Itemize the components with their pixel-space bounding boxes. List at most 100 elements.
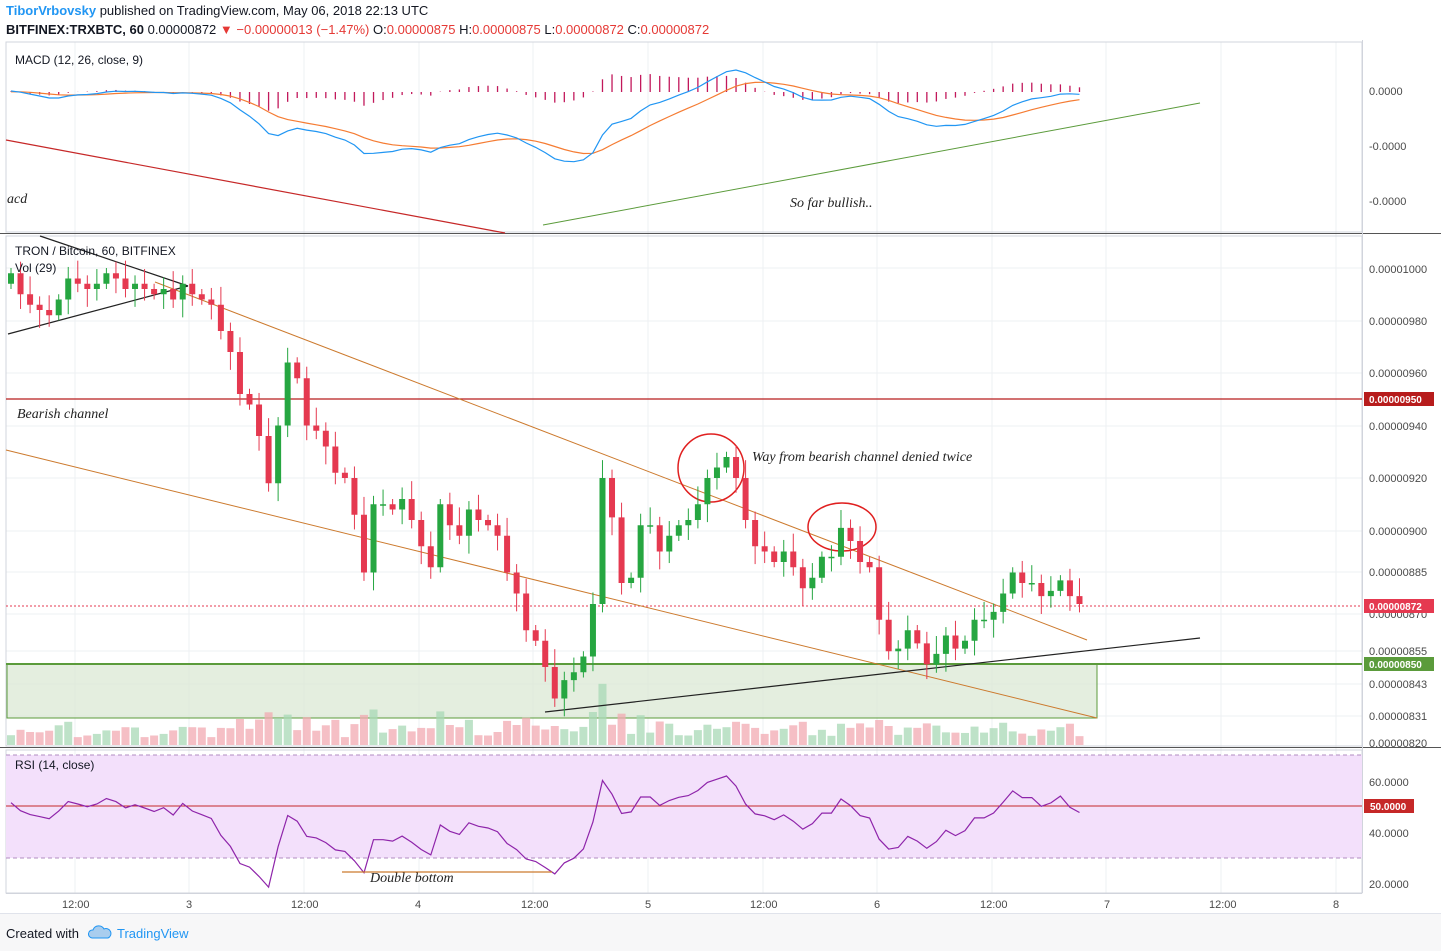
candle-body[interactable]: [485, 520, 491, 526]
candle-body[interactable]: [408, 499, 415, 520]
candle-body[interactable]: [551, 667, 558, 699]
candle-body[interactable]: [236, 352, 243, 394]
candle-body[interactable]: [685, 520, 692, 526]
candle-body[interactable]: [360, 514, 367, 573]
candle-body[interactable]: [990, 611, 997, 620]
candle-body[interactable]: [294, 362, 301, 379]
candle-body[interactable]: [1076, 596, 1083, 604]
macd-downtrend-line[interactable]: [5, 139, 506, 234]
candle-body[interactable]: [8, 273, 14, 284]
candle-body[interactable]: [446, 504, 453, 526]
candle-body[interactable]: [189, 283, 196, 295]
candle-body[interactable]: [103, 273, 110, 284]
candle-body[interactable]: [561, 680, 568, 699]
candle-body[interactable]: [351, 478, 358, 515]
candle-body[interactable]: [427, 546, 434, 568]
candle-body[interactable]: [370, 504, 377, 573]
candle-body[interactable]: [198, 294, 205, 300]
candle-body[interactable]: [828, 556, 835, 559]
annotation-bearish-channel[interactable]: Bearish channel: [17, 407, 108, 422]
candle-body[interactable]: [809, 577, 816, 589]
candle-body[interactable]: [112, 273, 119, 279]
candle-body[interactable]: [1057, 580, 1064, 591]
channel-lower-line[interactable]: [5, 449, 1098, 719]
annotation-double-bottom[interactable]: Double bottom: [369, 871, 454, 886]
candle-body[interactable]: [589, 604, 596, 657]
candle-body[interactable]: [1038, 583, 1045, 597]
candle-body[interactable]: [532, 630, 539, 641]
candle-body[interactable]: [151, 289, 158, 295]
price-axis[interactable]: 0.00001000 0.00000980 0.00000960 0.00000…: [1369, 264, 1427, 750]
candle-body[interactable]: [713, 467, 720, 479]
chart-canvas[interactable]: MACD (12, 26, close, 9) TRON / Bitcoin, …: [0, 40, 1441, 913]
candle-body[interactable]: [962, 640, 968, 649]
annotation-acd[interactable]: acd: [7, 192, 28, 207]
candle-body[interactable]: [933, 653, 940, 665]
candle-body[interactable]: [837, 527, 844, 557]
candle-body[interactable]: [704, 478, 711, 505]
candle-body[interactable]: [122, 278, 129, 290]
candle-body[interactable]: [389, 504, 396, 510]
candle-body[interactable]: [170, 289, 177, 300]
candle-body[interactable]: [322, 430, 329, 447]
candle-body[interactable]: [742, 478, 749, 520]
candle-body[interactable]: [17, 273, 24, 295]
candle-body[interactable]: [303, 378, 310, 426]
candle-body[interactable]: [227, 331, 234, 352]
candle-body[interactable]: [1009, 572, 1016, 594]
candle-body[interactable]: [84, 283, 91, 289]
candle-body[interactable]: [857, 541, 864, 562]
candle-body[interactable]: [265, 436, 272, 484]
candle-body[interactable]: [36, 304, 43, 310]
annotation-so-far-bullish[interactable]: So far bullish..: [790, 196, 872, 211]
candle-body[interactable]: [790, 551, 797, 568]
candle-body[interactable]: [675, 525, 682, 536]
candle-body[interactable]: [399, 499, 406, 510]
triangle-line-lower[interactable]: [7, 285, 189, 335]
candle-body[interactable]: [666, 535, 673, 552]
candle-body[interactable]: [246, 394, 253, 405]
candle-body[interactable]: [942, 635, 949, 654]
candle-body[interactable]: [513, 572, 520, 594]
candle-body[interactable]: [465, 509, 472, 536]
candle-body[interactable]: [46, 310, 53, 316]
candle-body[interactable]: [93, 283, 100, 289]
candle-body[interactable]: [914, 630, 921, 644]
candle-body[interactable]: [656, 525, 663, 552]
candle-body[interactable]: [799, 567, 806, 589]
candle-body[interactable]: [752, 520, 759, 547]
candle-body[interactable]: [141, 283, 148, 289]
candle-body[interactable]: [733, 457, 740, 478]
candle-body[interactable]: [847, 527, 854, 541]
candle-body[interactable]: [1028, 583, 1035, 585]
candle-body[interactable]: [818, 556, 825, 578]
candle-body[interactable]: [904, 630, 911, 649]
candle-body[interactable]: [609, 478, 616, 518]
candle-body[interactable]: [1000, 593, 1007, 612]
candle-body[interactable]: [284, 362, 291, 426]
candle-body[interactable]: [780, 551, 787, 563]
candle-body[interactable]: [876, 567, 883, 620]
time-axis[interactable]: 12:00 3 12:00 4 12:00 5 12:00 6 12:00 7 …: [62, 899, 1339, 911]
candle-body[interactable]: [217, 304, 224, 331]
candle-body[interactable]: [647, 525, 654, 527]
candle-body[interactable]: [761, 546, 768, 552]
symbol-label[interactable]: BITFINEX:TRXBTC, 60: [6, 22, 144, 37]
candle-body[interactable]: [275, 425, 282, 484]
candle-body[interactable]: [923, 643, 930, 665]
candle-body[interactable]: [160, 289, 167, 295]
candle-body[interactable]: [504, 535, 511, 573]
channel-upper-line[interactable]: [154, 281, 1088, 641]
macd-uptrend-line[interactable]: [542, 102, 1201, 226]
tradingview-link[interactable]: TradingView: [117, 926, 189, 941]
candle-body[interactable]: [771, 551, 778, 563]
candle-body[interactable]: [580, 656, 587, 673]
highlight-circle-1[interactable]: [677, 433, 745, 503]
candle-body[interactable]: [628, 577, 635, 583]
candle-body[interactable]: [1019, 572, 1026, 584]
annotation-denied-twice[interactable]: Way from bearish channel denied twice: [752, 450, 972, 465]
candle-body[interactable]: [895, 648, 902, 652]
candle-body[interactable]: [27, 294, 34, 305]
author-link[interactable]: TiborVrbovsky: [6, 3, 97, 18]
candle-body[interactable]: [208, 299, 215, 305]
